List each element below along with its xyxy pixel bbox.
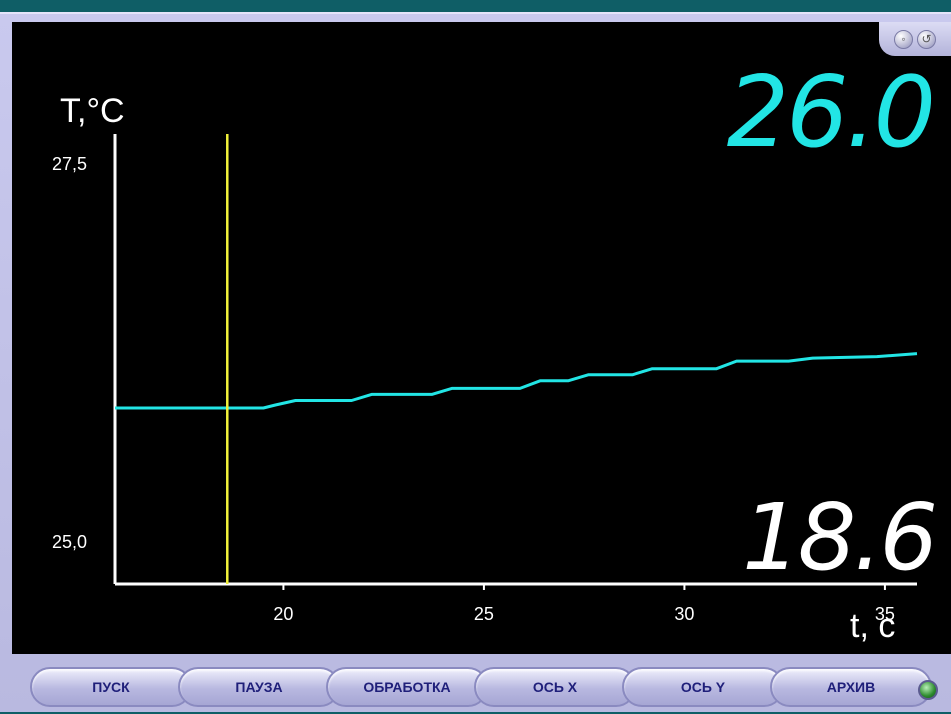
x-axis-button[interactable]: ОСЬ X xyxy=(474,667,636,707)
minimize-icon[interactable]: ◦ xyxy=(894,29,913,49)
y-axis-label: T,°C xyxy=(60,92,125,130)
x-tick-label-30: 30 xyxy=(674,604,694,624)
y-axis-button[interactable]: ОСЬ Y xyxy=(622,667,784,707)
graph-screen: 20 25 30 35 T,°C t, c 27,5 25,0 26.0 18.6 ◦… xyxy=(12,22,951,654)
time-readout: 18.6 xyxy=(742,484,938,591)
processing-button[interactable]: ОБРАБОТКА xyxy=(326,667,488,707)
x-tick-label-20: 20 xyxy=(273,604,293,624)
start-button[interactable]: ПУСК xyxy=(30,667,192,707)
y-tick-label-bottom: 25,0 xyxy=(52,532,87,552)
archive-button[interactable]: АРХИВ xyxy=(770,667,932,707)
window-controls: ◦ ↺ xyxy=(879,22,951,56)
y-tick-label-top: 27,5 xyxy=(52,154,87,174)
x-tick-label-25: 25 xyxy=(474,604,494,624)
pause-button[interactable]: ПАУЗА xyxy=(178,667,340,707)
status-led-icon xyxy=(918,680,938,700)
temperature-readout: 26.0 xyxy=(726,56,936,170)
app-window: 20 25 30 35 T,°C t, c 27,5 25,0 26.0 18.6 ◦… xyxy=(0,12,951,712)
restore-icon[interactable]: ↺ xyxy=(917,29,936,49)
x-axis-label: t, c xyxy=(850,607,895,645)
temperature-series-line-0 xyxy=(115,352,918,410)
x-tick-label-35: 35 xyxy=(875,604,895,624)
temperature-chart: 20 25 30 35 T,°C t, c 27,5 25,0 xyxy=(52,92,918,645)
toolbar: ПУСК ПАУЗА ОБРАБОТКА ОСЬ X ОСЬ Y АРХИВ xyxy=(0,662,951,714)
